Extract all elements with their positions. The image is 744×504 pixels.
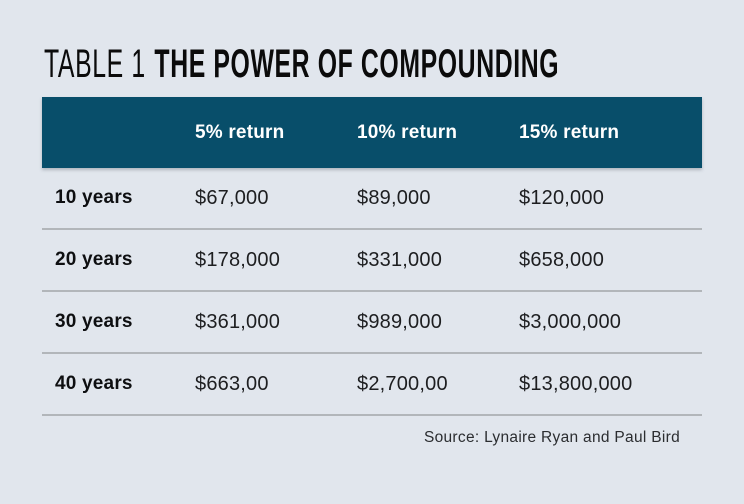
value-cell: $331,000 [357,248,443,271]
header-5pct-return: 5% return [195,121,285,143]
row-label: 20 years [55,249,133,270]
table-row-20-years: 20 years $178,000 $331,000 $658,000 [42,230,702,292]
row-label: 10 years [55,187,133,208]
row-label: 40 years [55,373,133,394]
value-cell: $89,000 [357,186,431,209]
value-cell: $663,00 [195,372,269,395]
value-cell: $361,000 [195,310,281,333]
value-cell: $658,000 [519,248,605,271]
table-title: TABLE 1 THE POWER OF COMPOUNDING [44,44,559,84]
header-15pct-return: 15% return [519,121,620,143]
table-row-40-years: 40 years $663,00 $2,700,00 $13,800,000 [42,354,702,416]
value-cell: $178,000 [195,248,281,271]
value-cell: $67,000 [195,186,269,209]
value-cell: $13,800,000 [519,372,633,395]
compounding-table: 5% return 10% return 15% return 10 years… [42,97,702,416]
table-heading: THE POWER OF COMPOUNDING [154,42,560,86]
value-cell: $120,000 [519,186,605,209]
row-label: 30 years [55,311,133,332]
source-caption: Source: Lynaire Ryan and Paul Bird [423,429,680,446]
value-cell: $3,000,000 [519,310,622,333]
value-cell: $2,700,00 [357,372,448,395]
value-cell: $989,000 [357,310,443,333]
header-10pct-return: 10% return [357,121,458,143]
table-row-10-years: 10 years $67,000 $89,000 $120,000 [42,168,702,230]
table-number-label: TABLE 1 [44,42,146,86]
table-row-30-years: 30 years $361,000 $989,000 $3,000,000 [42,292,702,354]
table-header-row: 5% return 10% return 15% return [42,97,702,168]
